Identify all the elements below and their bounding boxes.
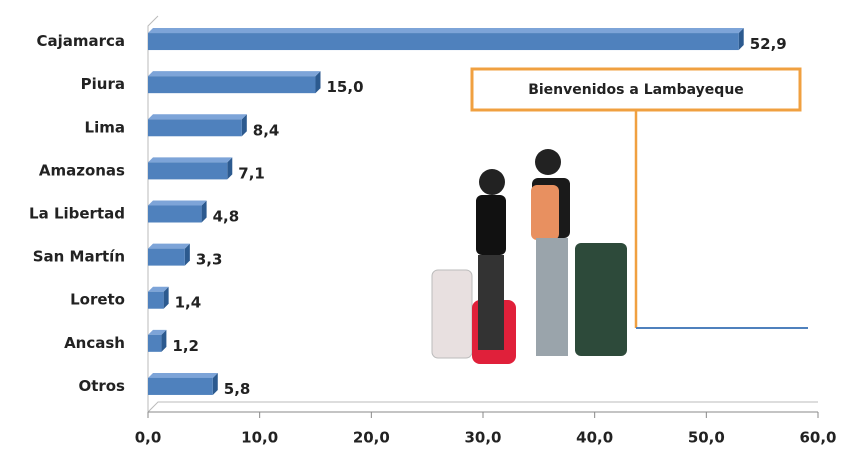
y-tick-label: Amazonas (39, 161, 125, 179)
bar-top (148, 71, 321, 76)
x-tick-label: 60,0 (799, 429, 836, 447)
bar (148, 119, 242, 136)
x-tick-label: 10,0 (241, 429, 278, 447)
y-tick-label: Lima (85, 118, 125, 136)
bar (148, 335, 161, 352)
y-tick-label: La Libertad (29, 205, 125, 223)
bar-top (148, 157, 232, 162)
bar-top (148, 28, 744, 33)
value-label: 5,8 (224, 380, 251, 398)
bar (148, 162, 227, 179)
y-tick-label: Loreto (70, 291, 125, 309)
value-label: 1,2 (172, 337, 199, 355)
y-tick-label: Cajamarca (36, 32, 125, 50)
bar (148, 378, 213, 395)
annotation: Bienvenidos a Lambayeque (528, 82, 744, 98)
x-tick-label: 40,0 (576, 429, 613, 447)
value-label: 15,0 (327, 78, 364, 96)
bar-top (148, 373, 218, 378)
chart: Bienvenidos a Lambayeque 0,0 10,0 20,0 30,0… (0, 0, 841, 453)
bar-top (148, 114, 247, 119)
value-label: 1,4 (175, 294, 202, 312)
y-tick-label: Otros (78, 377, 125, 395)
x-tick-label: 50,0 (688, 429, 725, 447)
x-tick-label: 0,0 (135, 429, 162, 447)
bar (148, 249, 185, 266)
bar-top (148, 244, 190, 249)
bar (148, 206, 202, 223)
value-label: 7,1 (238, 164, 265, 182)
x-tick-label: 30,0 (464, 429, 501, 447)
y-tick-label: Ancash (64, 334, 125, 352)
x-tick-label: 20,0 (353, 429, 390, 447)
bar (148, 33, 739, 50)
y-tick-label: San Martín (33, 248, 125, 266)
travelers-photo (432, 149, 627, 364)
value-label: 52,9 (750, 35, 787, 53)
value-label: 3,3 (196, 251, 223, 269)
bar (148, 76, 316, 93)
y-tick-label: Piura (81, 75, 125, 93)
value-label: 8,4 (253, 121, 280, 139)
bar (148, 292, 164, 309)
value-label: 4,8 (213, 208, 240, 226)
bar-top (148, 201, 207, 206)
